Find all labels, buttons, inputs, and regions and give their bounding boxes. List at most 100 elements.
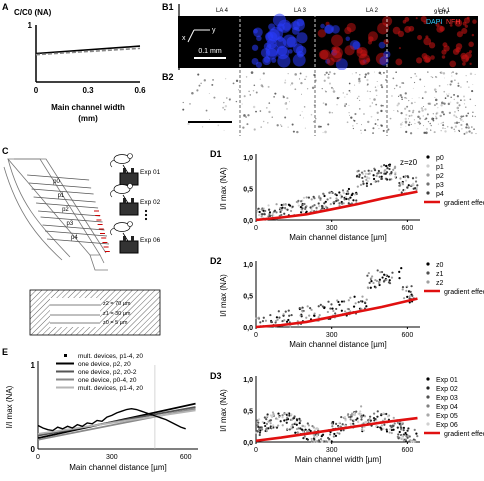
b2-speck bbox=[467, 125, 469, 127]
data-point bbox=[340, 200, 343, 204]
b1-mixed-blob bbox=[379, 56, 389, 66]
e-ytick: 0 bbox=[31, 445, 36, 454]
data-point bbox=[257, 418, 261, 421]
b2-speck bbox=[429, 122, 431, 125]
data-point bbox=[356, 420, 360, 423]
b2-speck bbox=[408, 121, 411, 124]
b2-speck bbox=[469, 72, 473, 76]
b2-speck bbox=[377, 119, 379, 121]
data-point bbox=[347, 187, 351, 191]
b2-speck bbox=[349, 91, 352, 93]
device-port-icon bbox=[131, 198, 134, 204]
b2-speck bbox=[380, 104, 383, 107]
data-point bbox=[361, 295, 364, 298]
b2-speck bbox=[465, 131, 468, 134]
data-point bbox=[302, 437, 305, 440]
data-point bbox=[389, 424, 392, 427]
data-point bbox=[406, 429, 409, 432]
data-point bbox=[312, 195, 315, 198]
data-point bbox=[313, 312, 316, 315]
b2-speck bbox=[405, 122, 407, 125]
b2-speck bbox=[380, 73, 382, 75]
channel-line bbox=[36, 202, 99, 209]
b2-speck bbox=[407, 123, 411, 127]
data-point bbox=[361, 426, 364, 429]
data-point bbox=[405, 435, 408, 438]
data-point bbox=[355, 410, 358, 413]
b2-speck bbox=[389, 117, 392, 120]
data-point bbox=[373, 169, 377, 172]
b2-speck bbox=[405, 97, 408, 99]
chart-a-xtick: 0 bbox=[34, 86, 39, 95]
b2-speck bbox=[444, 130, 447, 133]
b1-red-blob bbox=[423, 37, 432, 46]
data-point bbox=[278, 415, 281, 418]
data-point bbox=[372, 174, 375, 177]
b2-speck bbox=[412, 109, 415, 112]
data-point bbox=[324, 200, 327, 203]
data-point bbox=[383, 273, 386, 276]
data-point bbox=[398, 430, 401, 434]
b2-speck bbox=[378, 128, 380, 130]
b1-section-label: LA 4 bbox=[216, 8, 229, 14]
b2-speck bbox=[474, 115, 476, 118]
data-point bbox=[413, 428, 416, 432]
data-point bbox=[365, 178, 368, 182]
panel-d: D1 0,0 0,5 1,0 0 300 600 Main channel distance … bbox=[210, 149, 484, 464]
data-point bbox=[344, 195, 348, 198]
mouse-icon bbox=[113, 154, 131, 164]
data-point bbox=[410, 285, 413, 288]
data-point bbox=[388, 428, 392, 431]
gradient-effect-line bbox=[255, 190, 418, 222]
b2-speck bbox=[420, 107, 424, 110]
data-point bbox=[297, 199, 300, 202]
b2-speck bbox=[442, 124, 445, 127]
data-point bbox=[356, 185, 359, 188]
data-point bbox=[359, 183, 363, 186]
data-point bbox=[403, 188, 406, 192]
b1-red-blob bbox=[449, 24, 453, 27]
data-point bbox=[310, 308, 313, 311]
mouse-icon bbox=[113, 222, 131, 232]
b1-mixed-blob bbox=[331, 34, 344, 47]
b2-speck bbox=[408, 100, 410, 102]
b2-speck bbox=[397, 102, 400, 105]
b2-speck bbox=[355, 72, 357, 74]
data-point bbox=[331, 425, 334, 428]
data-point bbox=[364, 175, 367, 178]
data-point bbox=[380, 177, 383, 181]
data-point bbox=[274, 319, 278, 323]
b2-speck bbox=[354, 84, 356, 86]
e-ytick: 1 bbox=[31, 361, 36, 370]
b2-speck bbox=[235, 79, 239, 82]
data-point bbox=[367, 172, 370, 176]
b2-speck bbox=[358, 95, 360, 98]
e-ylabel: I/I max (NA) bbox=[5, 385, 14, 428]
data-point bbox=[315, 440, 318, 443]
b2-speck bbox=[417, 121, 419, 123]
b2-speck bbox=[443, 90, 446, 93]
data-point bbox=[406, 285, 409, 288]
data-point bbox=[406, 175, 409, 178]
b2-speck bbox=[397, 110, 399, 113]
b2-speck bbox=[242, 126, 245, 129]
annotation: z=z0 bbox=[400, 158, 418, 167]
data-point bbox=[334, 434, 338, 437]
b1-dapi-blob bbox=[263, 56, 271, 63]
data-point bbox=[312, 426, 315, 429]
legend-label: z0 bbox=[436, 262, 444, 269]
b2-speck bbox=[376, 111, 379, 114]
data-point bbox=[412, 187, 415, 190]
b1-section-label: LA 3 bbox=[294, 8, 307, 14]
data-point bbox=[271, 414, 274, 417]
device-schematic bbox=[3, 158, 108, 271]
data-point bbox=[255, 208, 259, 211]
data-point bbox=[361, 176, 364, 180]
data-point bbox=[310, 198, 313, 201]
b2-speck bbox=[468, 130, 471, 133]
b2-speck bbox=[417, 121, 421, 124]
data-point bbox=[290, 427, 293, 430]
b2-speck bbox=[422, 106, 424, 107]
data-point bbox=[310, 209, 313, 212]
b2-speck bbox=[404, 120, 408, 124]
